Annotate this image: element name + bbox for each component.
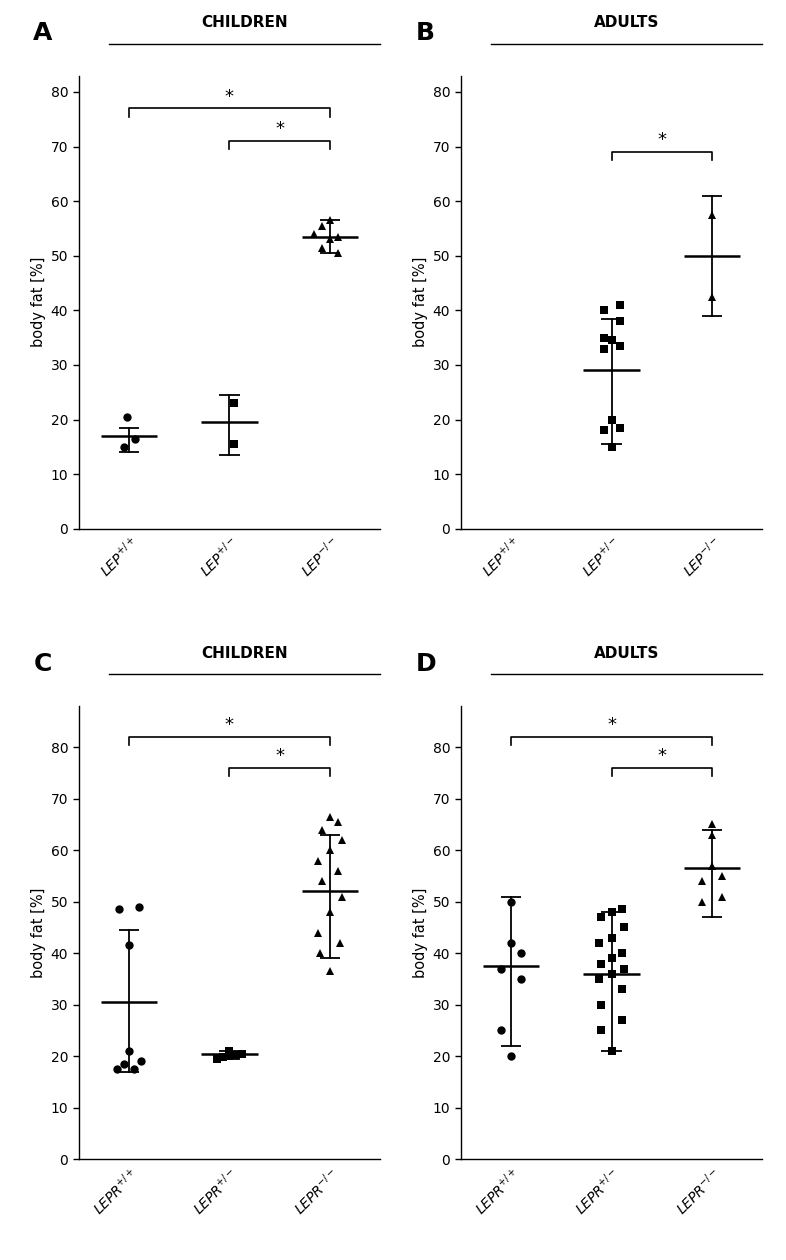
- Text: D: D: [416, 651, 436, 675]
- Y-axis label: body fat [%]: body fat [%]: [31, 257, 46, 348]
- Y-axis label: body fat [%]: body fat [%]: [31, 887, 46, 978]
- Text: ADULTS: ADULTS: [594, 645, 659, 660]
- Text: *: *: [275, 747, 285, 765]
- Y-axis label: body fat [%]: body fat [%]: [413, 887, 428, 978]
- Y-axis label: body fat [%]: body fat [%]: [413, 257, 428, 348]
- Text: CHILDREN: CHILDREN: [201, 15, 288, 30]
- Text: *: *: [657, 131, 667, 149]
- Text: CHILDREN: CHILDREN: [201, 645, 288, 660]
- Text: C: C: [33, 651, 52, 675]
- Text: A: A: [33, 21, 53, 45]
- Text: B: B: [416, 21, 435, 45]
- Text: *: *: [225, 717, 234, 735]
- Text: *: *: [607, 717, 616, 735]
- Text: *: *: [657, 747, 667, 765]
- Text: *: *: [225, 88, 234, 106]
- Text: *: *: [275, 121, 285, 139]
- Text: ADULTS: ADULTS: [594, 15, 659, 30]
